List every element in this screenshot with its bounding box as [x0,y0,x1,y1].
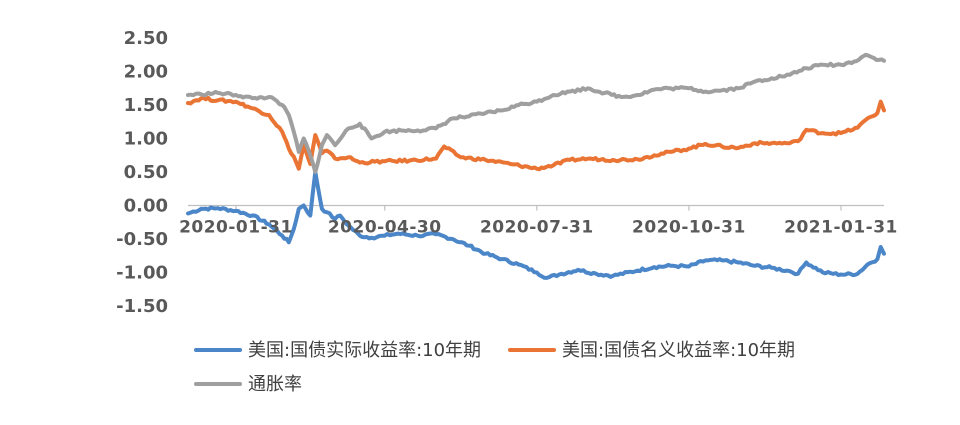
series-lines [186,52,886,280]
y-tick-label: 2.00 [124,62,168,83]
x-tick-label: 2020-01-31 [179,218,293,238]
series-line-3 [186,52,886,174]
x-axis-tick-labels: 2020-01-31 2020-04-30 2020-07-31 2020-10-31… [179,218,898,238]
legend-label-2: 美国:国债名义收益率:10年期 [562,340,795,361]
y-tick-label: 1.50 [124,95,168,116]
y-tick-label: 1.00 [124,129,168,150]
x-tick-label: 2020-10-31 [632,218,746,238]
series-line-1 [186,170,886,280]
series-line-2 [186,95,886,172]
x-axis-tick-marks [235,205,842,211]
legend-label-1: 美国:国债实际收益率:10年期 [248,340,481,361]
y-tick-label: 0.50 [124,162,168,183]
x-tick-label: 2020-07-31 [480,218,594,238]
y-tick-label: -1.50 [116,296,168,317]
y-tick-label: 0.00 [124,196,168,217]
x-tick-label: 2021-01-31 [784,218,898,238]
y-tick-label: 2.50 [124,28,168,49]
legend-label-3: 通胀率 [248,374,302,395]
y-tick-label: -0.50 [116,229,168,250]
x-tick-label: 2020-04-30 [328,218,442,238]
y-tick-label: -1.00 [116,263,168,284]
y-axis-tick-labels: 2.50 2.00 1.50 1.00 0.50 0.00 -0.50 -1.00 -1.50 [116,28,168,317]
